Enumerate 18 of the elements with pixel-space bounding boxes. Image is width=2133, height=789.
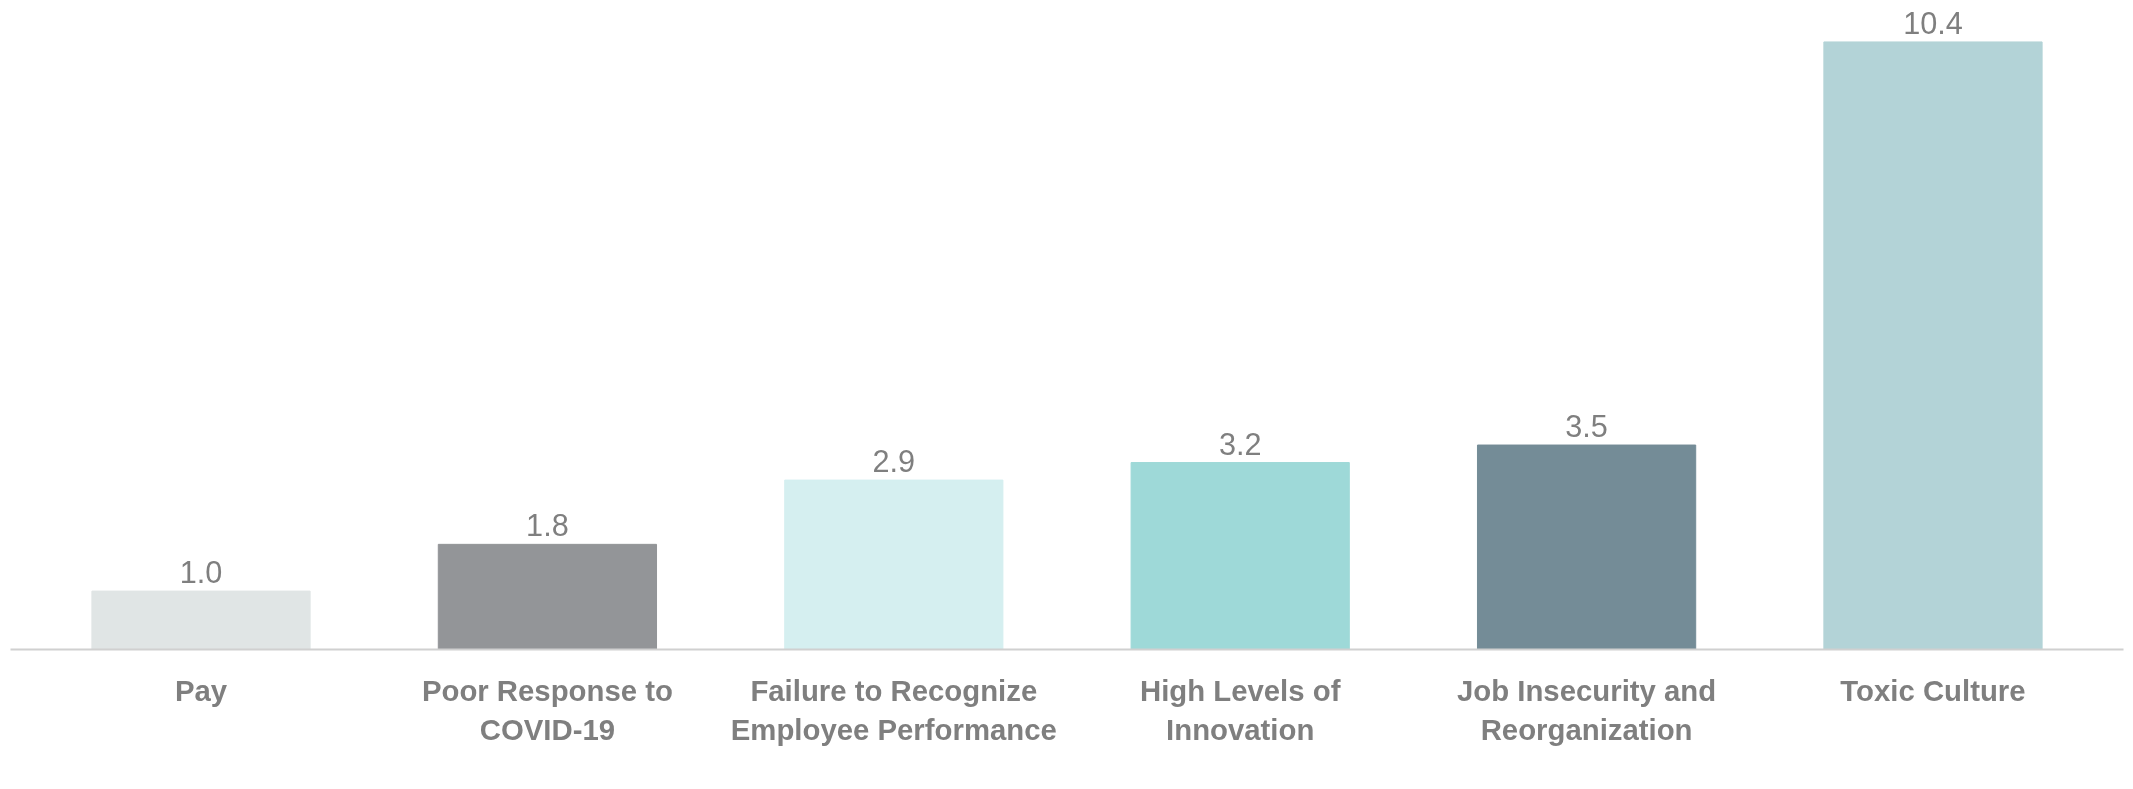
x-tick-label: Toxic Culture	[1840, 673, 2026, 707]
data-label: 3.2	[1218, 426, 1262, 461]
x-tick-label: Poor Response to COVID-19	[421, 673, 673, 747]
data-label: 2.9	[872, 444, 916, 479]
bar	[1823, 41, 2043, 650]
data-label: 1.8	[526, 508, 569, 543]
bar	[1476, 444, 1697, 650]
data-label: 10.4	[1903, 5, 1963, 40]
x-tick-label: Pay	[174, 673, 228, 707]
data-label: 3.5	[1565, 409, 1608, 444]
bar	[1130, 462, 1350, 650]
x-tick-label: High Levels of Innovation	[1139, 673, 1341, 747]
data-label: 1.0	[179, 555, 223, 590]
bar	[91, 590, 311, 650]
x-tick-label: Failure to Recognize Employee Performance	[730, 673, 1057, 747]
bar	[437, 543, 658, 650]
bar	[784, 479, 1004, 650]
x-tick-label: Job Insecurity and Reorganization	[1457, 673, 1717, 747]
